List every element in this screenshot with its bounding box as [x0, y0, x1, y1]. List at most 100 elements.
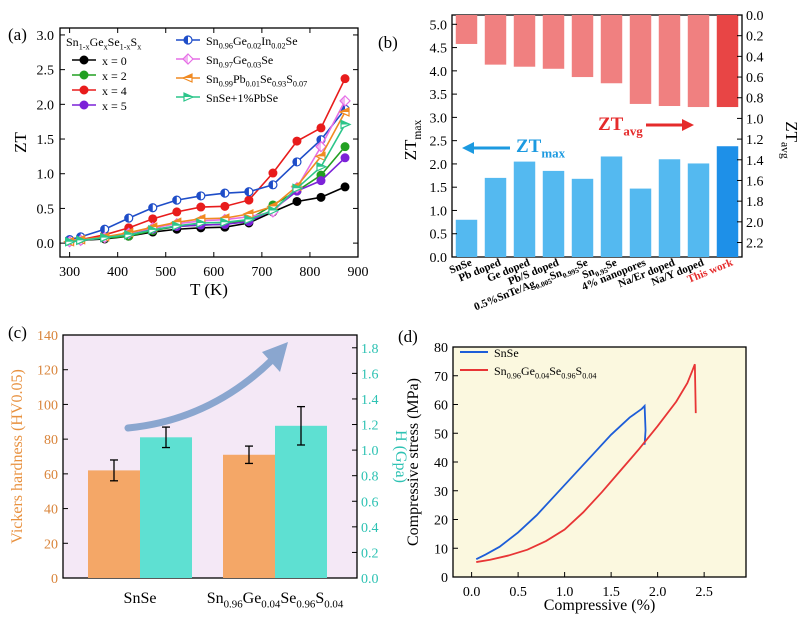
- plot-frame: [62, 334, 358, 579]
- text-span: SnSe: [124, 590, 157, 607]
- panel-a-chart: 300 400 500 600 700 800 900 0.0 0.5 1.0 1.5 2.0 2.5 3…: [8, 25, 369, 299]
- y2-tick-label: 0.0: [746, 9, 764, 24]
- subscript-span: 0.07: [293, 79, 307, 88]
- y-tick-label: 40: [44, 503, 58, 518]
- data-point: [196, 202, 206, 212]
- data-point-fill: [244, 187, 249, 196]
- series-line: [69, 100, 346, 243]
- data-point: [316, 192, 326, 202]
- x-tick-label: 800: [299, 265, 320, 280]
- ztavg-bar: [716, 15, 739, 108]
- ztmax-bar: [716, 146, 739, 257]
- x-tick-label: 0.0: [463, 585, 481, 600]
- y2-tick-label: 0.0: [361, 572, 379, 587]
- text-span: Ge: [243, 590, 262, 607]
- subscript-span: 0.02: [247, 41, 261, 50]
- data-point: [79, 55, 89, 65]
- ztavg-annotation: ZTavg: [598, 114, 643, 138]
- trend-arrowhead: [262, 342, 288, 372]
- y-tick-label: 0: [441, 571, 448, 586]
- y-tick-label: 10: [434, 542, 448, 557]
- data-point: [292, 196, 302, 206]
- y2-tick-label: 1.8: [746, 195, 764, 210]
- x-tick-label: 400: [107, 265, 128, 280]
- text-span: SnSe: [494, 346, 519, 360]
- subscript-span: 0.03: [247, 60, 261, 69]
- data-point: [316, 176, 326, 186]
- y2-tick-label: 0.2: [746, 30, 764, 45]
- y-tick-label: 50: [434, 427, 448, 442]
- y-tick-label: 60: [44, 468, 58, 483]
- text-span: Se: [549, 364, 561, 378]
- data-point-fill: [315, 152, 325, 157]
- data-point: [220, 201, 230, 211]
- subscript-span: 0.96: [296, 598, 316, 610]
- series-line-0: [475, 403, 647, 560]
- y-axis-title: Vickers hardness (HV0.05): [9, 369, 26, 544]
- subscript-span: 1-x: [79, 42, 90, 51]
- y-tick-label: 2.0: [37, 98, 55, 113]
- ztmax-bar: [658, 159, 681, 257]
- text-span: 0.5%SnTe/Ag: [472, 278, 537, 314]
- data-point: [340, 182, 350, 192]
- y-tick-label: 0.5: [37, 202, 55, 217]
- y-tick-label: 3.5: [430, 88, 448, 103]
- data-point-fill: [148, 225, 158, 230]
- subscript-span: max: [541, 145, 565, 160]
- subscript-span: x: [104, 42, 108, 51]
- y-tick-label: 60: [434, 399, 448, 414]
- subscript-span: 0.96: [561, 371, 575, 380]
- text-span: Ge: [521, 364, 535, 378]
- x-tick-label: 0.5: [509, 585, 527, 600]
- text-span: ZT: [516, 136, 542, 157]
- y-tick-label: 0.5: [430, 228, 448, 243]
- subscript-span: 0.99: [219, 79, 233, 88]
- y-axis-title: ZT: [11, 132, 30, 153]
- ztmax-bar: [687, 163, 710, 257]
- y2-tick-label: 1.6: [361, 367, 379, 382]
- subscript-span: max: [411, 119, 424, 139]
- category-label: Sn0.95Se: [580, 257, 619, 284]
- y2-axis-title: ZTavg: [778, 121, 800, 159]
- y-tick-label: 70: [434, 370, 448, 385]
- text-span: In: [261, 34, 271, 48]
- data-point: [79, 70, 89, 80]
- ztavg-arrowhead: [682, 119, 694, 131]
- data-point-fill: [124, 230, 134, 235]
- plot-frame: [451, 14, 743, 258]
- text-span: ZT: [598, 114, 624, 135]
- y-tick-label: 0.0: [430, 251, 448, 266]
- data-point: [340, 142, 350, 152]
- text-span: Se: [261, 53, 273, 67]
- text-span: Se: [286, 34, 298, 48]
- hardness-bar: [88, 470, 140, 578]
- data-point-fill: [267, 202, 277, 207]
- text-span: Se: [575, 257, 590, 272]
- data-point-fill: [172, 221, 182, 226]
- ztmax-bar: [542, 170, 565, 257]
- data-point-fill: [76, 236, 86, 241]
- legend-entry: x = 2: [102, 69, 127, 83]
- text-span: S: [315, 590, 324, 607]
- data-point-fill: [219, 214, 229, 219]
- text-span: Ge: [233, 34, 247, 48]
- legend-entry: Sn0.99Pb0.01Se0.93S0.07: [206, 72, 307, 88]
- data-point: [292, 136, 302, 146]
- panel-label-a: (a): [8, 25, 27, 44]
- text-span: Sn: [580, 266, 596, 282]
- data-point-fill: [341, 120, 351, 125]
- subscript-span: 0.96: [224, 598, 244, 610]
- text-span: Ge: [90, 35, 104, 49]
- text-span: Sn: [206, 72, 219, 86]
- data-point-fill: [316, 162, 326, 167]
- y-axis-title: Compressive stress (MPa): [405, 378, 422, 546]
- text-span: Ge: [233, 53, 247, 67]
- series-7: [65, 119, 352, 247]
- panel-label-d: (d): [398, 327, 418, 346]
- ztmax-bar: [600, 156, 623, 257]
- ztavg-bar: [455, 15, 478, 44]
- subscript-span: 0.96: [219, 41, 233, 50]
- subscript-span: 0.93: [272, 79, 286, 88]
- data-point-fill: [220, 218, 230, 223]
